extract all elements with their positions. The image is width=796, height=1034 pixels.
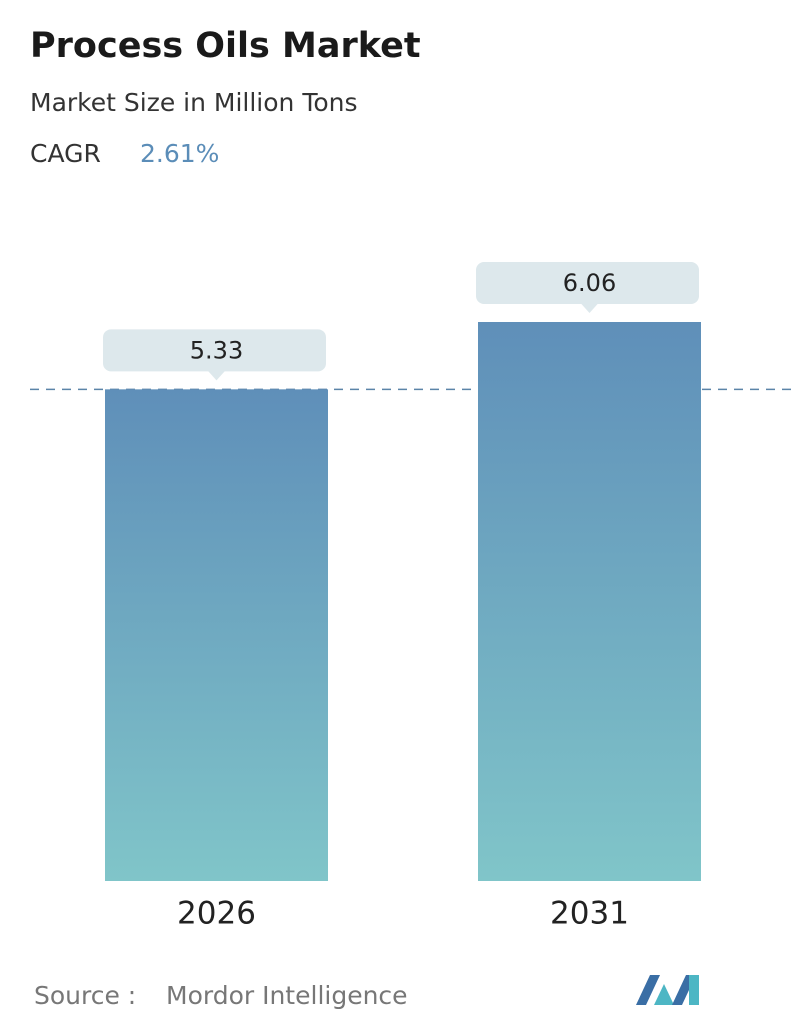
- chart-title: Process Oils Market: [30, 26, 421, 66]
- source-label: Source :: [34, 981, 136, 1010]
- value-label: 6.06: [563, 269, 616, 297]
- value-label-pointer: [580, 303, 599, 313]
- source: Mordor Intelligence: [166, 981, 408, 1010]
- bar: [478, 322, 701, 881]
- cagr-value: 2.61%: [140, 139, 219, 168]
- logo: [636, 975, 699, 1005]
- value-label-pointer: [207, 370, 226, 381]
- x-tick-label: 2031: [550, 896, 629, 932]
- chart-subtitle: Market Size in Million Tons: [30, 88, 358, 117]
- value-label-box: [103, 329, 326, 372]
- value-label-box: [476, 262, 699, 304]
- cagr-label: CAGR: [30, 139, 101, 168]
- value-label: 5.33: [190, 336, 243, 364]
- bar: [105, 389, 328, 881]
- x-tick-label: 2026: [177, 896, 256, 932]
